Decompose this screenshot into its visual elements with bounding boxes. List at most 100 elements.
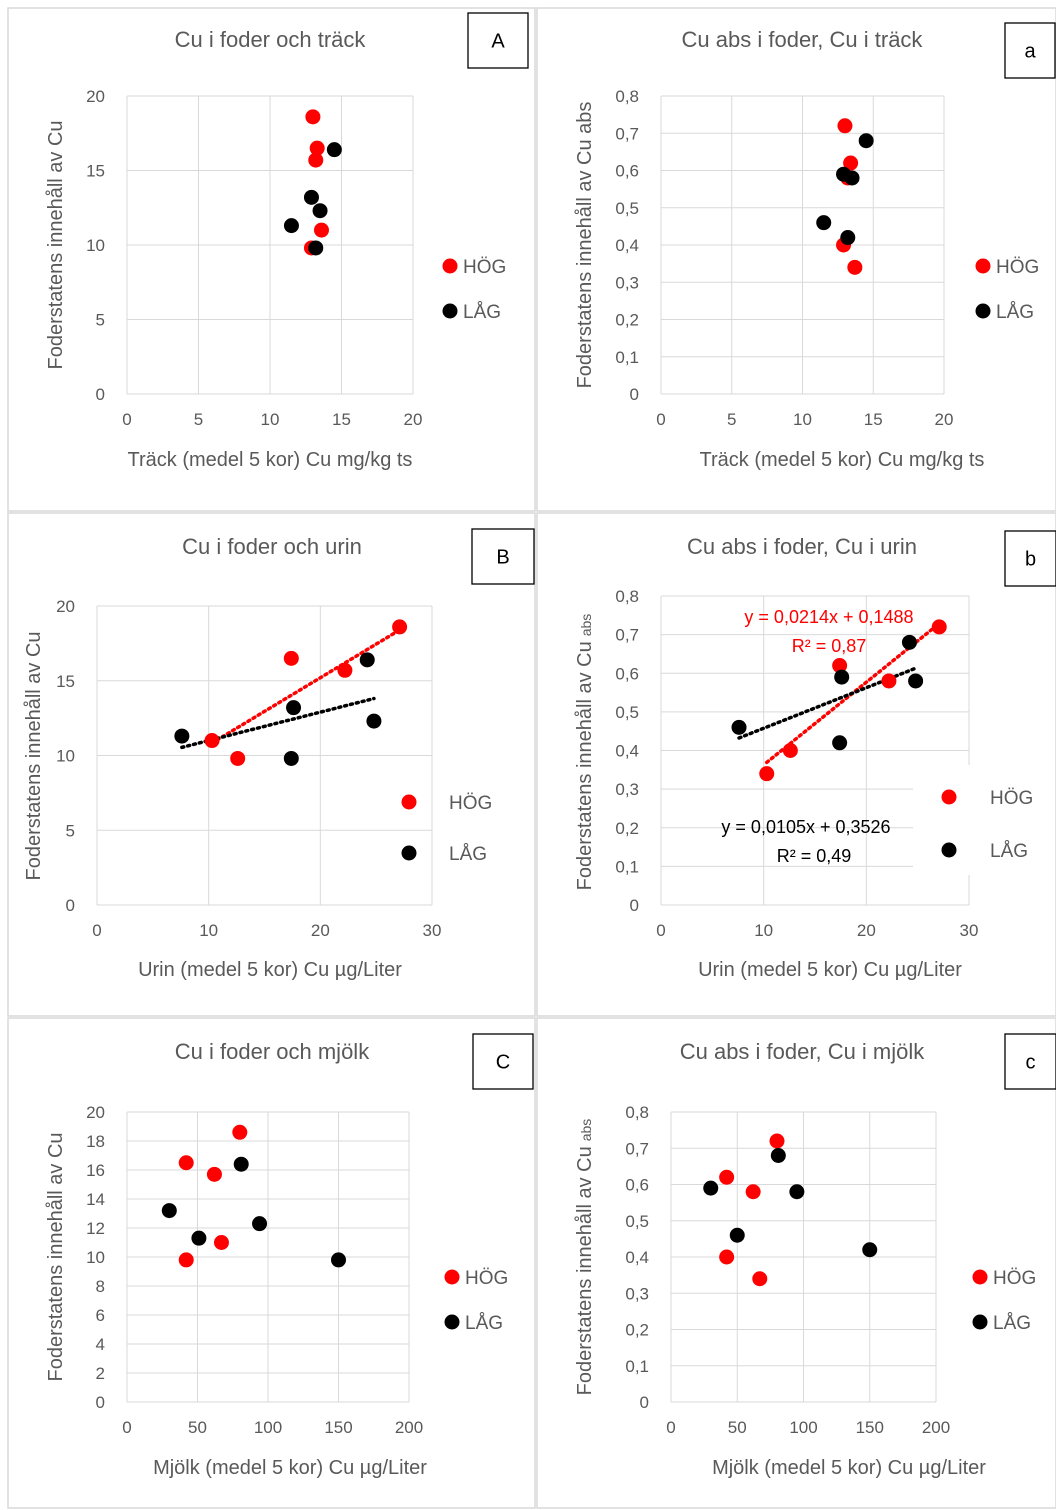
- x-tick-label: 10: [793, 410, 812, 429]
- data-point-lag: [252, 1216, 268, 1232]
- x-tick-label: 50: [188, 1418, 207, 1437]
- trendline-hog: [210, 628, 402, 745]
- x-tick-label: 150: [324, 1418, 352, 1437]
- panel-frame: [536, 1017, 1056, 1509]
- data-point-hog: [759, 766, 775, 782]
- x-tick-label: 30: [423, 921, 442, 940]
- legend: HÖG LÅG: [442, 257, 506, 323]
- panel-label-box: [1004, 1033, 1056, 1090]
- y-tick-label: 0: [96, 385, 105, 404]
- gridlines: [660, 95, 945, 395]
- panel-label: A: [491, 31, 505, 53]
- panel-frame: [7, 1017, 536, 1509]
- legend-label-hog: HÖG: [449, 793, 492, 814]
- x-axis-label: Mjölk (medel 5 kor) Cu µg/Liter: [153, 1457, 427, 1479]
- x-axis-label: Träck (medel 5 kor) Cu mg/kg ts: [700, 449, 985, 471]
- panel-label: a: [1024, 41, 1036, 63]
- panel-frame: [7, 7, 536, 512]
- legend-label-hog: HÖG: [463, 257, 506, 278]
- legend-marker-hog: [975, 258, 991, 274]
- y-tick-label: 4: [96, 1335, 105, 1354]
- data-point-lag: [286, 700, 302, 716]
- x-tick-label: 0: [656, 921, 665, 940]
- data-point-hog: [283, 650, 299, 666]
- data-point-hog: [719, 1249, 735, 1265]
- legend-label-lag: LÅG: [990, 841, 1028, 862]
- panel-label: c: [1026, 1052, 1036, 1074]
- data-point-hog: [305, 109, 321, 125]
- legend: HÖG LÅG: [972, 1268, 1036, 1334]
- x-tick-label: 100: [254, 1418, 282, 1437]
- data-point-lag: [191, 1230, 207, 1246]
- chart-panel-c: 0 50 100 150 200 0 0,1 0,2 0,3 0,4 0,5 0,6 0,7 0,8 Cu …: [536, 1017, 1056, 1509]
- y-axis-label: Foderstatens innehåll av Cu: [45, 120, 67, 369]
- data-point-lag: [789, 1184, 805, 1200]
- legend-label-lag: LÅG: [993, 1313, 1031, 1334]
- data-point-lag: [816, 215, 832, 231]
- data-point-lag: [312, 203, 328, 219]
- legend-label-lag: LÅG: [449, 844, 487, 865]
- y-tick-label: 20: [86, 1103, 105, 1122]
- data-point-hog: [782, 743, 798, 758]
- y-tick-label: 0,3: [615, 273, 639, 292]
- y-tick-label: 15: [56, 672, 75, 691]
- x-tick-label: 0: [122, 410, 131, 429]
- data-point-hog: [337, 662, 353, 678]
- gridlines: [670, 1111, 937, 1403]
- y-tick-label: 8: [96, 1277, 105, 1296]
- data-point-lag: [233, 1156, 249, 1172]
- data-point-hog: [745, 1184, 761, 1200]
- y-axis-label-text: Foderstatens innehåll av Cu: [574, 641, 596, 890]
- trend-r-squared: R² = 0,49: [777, 846, 852, 866]
- y-axis-label-text: Foderstatens innehåll av Cu: [45, 120, 67, 369]
- data-point-lag: [283, 750, 299, 766]
- x-tick-label: 20: [404, 410, 423, 429]
- legend-label-hog: HÖG: [465, 1268, 508, 1289]
- y-tick-label: 0,2: [615, 311, 639, 330]
- legend: HÖG LÅG: [913, 765, 1053, 875]
- data-point-hog: [881, 673, 897, 689]
- data-point-lag: [840, 230, 856, 246]
- y-tick-label: 15: [86, 162, 105, 181]
- x-tick-label: 10: [261, 410, 280, 429]
- legend-label-hog: HÖG: [990, 788, 1033, 809]
- data-point-lag: [303, 189, 319, 205]
- data-point-lag: [359, 652, 375, 668]
- y-tick-label: 0,7: [615, 124, 639, 143]
- x-axis-label: Träck (medel 5 kor) Cu mg/kg ts: [128, 449, 413, 471]
- data-point-lag: [770, 1148, 786, 1163]
- legend-marker-lag: [941, 842, 957, 858]
- legend-label-lag: LÅG: [465, 1313, 503, 1334]
- data-point-hog: [178, 1252, 194, 1268]
- legend-marker-hog: [972, 1269, 988, 1285]
- y-tick-label: 10: [56, 747, 75, 766]
- y-tick-label: 0,1: [615, 348, 639, 367]
- panel-label-box: [472, 1033, 534, 1090]
- chart-title: Cu i foder och urin: [182, 534, 362, 559]
- y-axis-label-text: Foderstatens innehåll av Cu abs: [574, 102, 596, 389]
- x-tick-label: 20: [857, 921, 876, 940]
- y-tick-label: 0,7: [625, 1139, 649, 1158]
- panel-label: C: [496, 1052, 510, 1074]
- data-point-lag: [844, 170, 860, 186]
- data-point-lag: [331, 1252, 346, 1268]
- y-tick-label: 0: [96, 1393, 105, 1412]
- legend: HÖG LÅG: [401, 793, 492, 865]
- data-point-hog: [206, 1166, 222, 1182]
- y-tick-label: 0,2: [615, 819, 639, 838]
- x-tick-label: 5: [727, 410, 736, 429]
- panel-label-box: [471, 528, 535, 585]
- x-tick-label: 0: [656, 410, 665, 429]
- chart-title: Cu i foder och mjölk: [175, 1039, 370, 1064]
- data-point-hog: [308, 152, 324, 168]
- data-point-hog: [213, 1235, 229, 1250]
- y-axis-label: Foderstatens innehåll av Cu abs: [574, 102, 596, 389]
- chart-panel-a: 0 5 10 15 20 0 0,1 0,2 0,3 0,4 0,5 0,6 0,7 0,8 Cu abs …: [536, 7, 1056, 512]
- panel-label: b: [1025, 549, 1036, 571]
- data-point-hog: [719, 1169, 735, 1185]
- legend-marker-lag: [972, 1314, 988, 1330]
- chart-panel-C: 0 50 100 150 200 0 2 4 6 8 10 12 14 16 18 20 Cu i foder …: [7, 1017, 536, 1509]
- chart-panel-B: 0 10 20 30 0 5 10 15 20 Cu i foder och urin Urin (…: [7, 512, 536, 1017]
- data-point-hog: [832, 658, 848, 674]
- trend-r-squared: R² = 0,87: [792, 636, 867, 656]
